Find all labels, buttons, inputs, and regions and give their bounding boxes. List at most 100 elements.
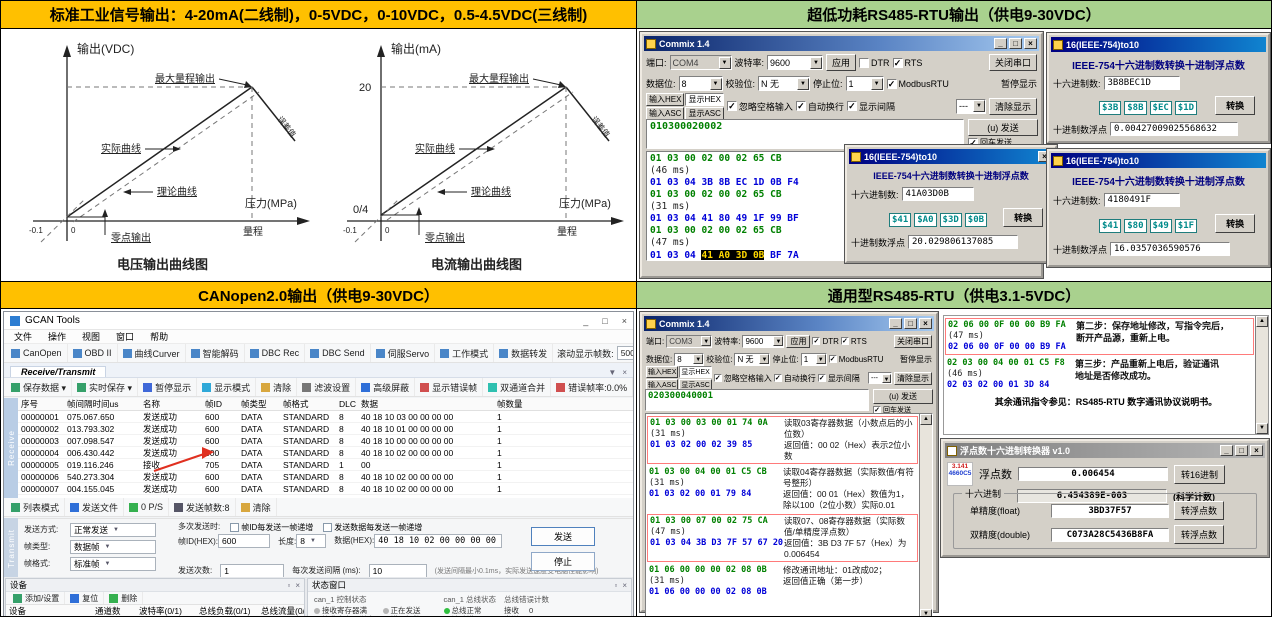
table-row[interactable]: 00000003 007.098.547 发送成功 600 DATA STANDARD 8 4… bbox=[18, 435, 633, 447]
minimize-button[interactable]: _ bbox=[889, 318, 902, 329]
dropdown-icon[interactable]: ▼ bbox=[701, 336, 712, 346]
maximize-button[interactable]: □ bbox=[1009, 38, 1022, 49]
ieee-title-bar[interactable]: 16(IEEE-754)to10 × bbox=[849, 149, 1053, 164]
maximize-button[interactable]: □ bbox=[602, 315, 608, 326]
converter-title-bar[interactable]: 浮点数十六进制转换器 v1.0 _ □ × bbox=[945, 443, 1265, 458]
scroll-up-icon[interactable]: ▲ bbox=[1256, 316, 1268, 327]
table-row[interactable]: 00000004006.430.442发送成功600DATASTANDARD84… bbox=[18, 447, 633, 459]
toolbar-button[interactable]: 发送文件 bbox=[65, 498, 125, 516]
toolbar-button[interactable]: 0 P/S bbox=[124, 498, 170, 516]
input-hex-toggle[interactable]: 输入HEX bbox=[646, 92, 685, 106]
ignore-space-checkbox[interactable]: ✓ 忽略空格输入 bbox=[713, 373, 772, 383]
minimize-button[interactable]: _ bbox=[1220, 445, 1233, 456]
column-header[interactable]: DLC bbox=[339, 399, 357, 409]
send-button[interactable]: (u) 发送 bbox=[968, 119, 1038, 136]
toolbar-button[interactable]: 工作模式 bbox=[435, 344, 495, 362]
apply-button[interactable]: 应用 bbox=[826, 54, 857, 71]
send-button[interactable]: 发送 bbox=[531, 527, 595, 546]
databits-select[interactable]: 8 ▼ bbox=[674, 352, 705, 366]
column-header[interactable]: 帧ID bbox=[205, 399, 223, 409]
show-hex-toggle[interactable]: 显示HEX bbox=[679, 365, 712, 378]
convert-button[interactable]: 转换 bbox=[1003, 208, 1044, 227]
toolbar-button[interactable]: DBC Rec bbox=[245, 344, 306, 362]
apply-button[interactable]: 应用 bbox=[786, 334, 811, 348]
close-port-button[interactable]: 关闭串口 bbox=[988, 54, 1037, 71]
decimal-output[interactable]: 20.029806137085 bbox=[908, 235, 1019, 249]
scroll-down-icon[interactable]: ▼ bbox=[1256, 423, 1268, 434]
dropdown-icon[interactable]: ▼ bbox=[718, 56, 731, 69]
pin-icon[interactable]: ▫ bbox=[287, 580, 291, 590]
column-header[interactable]: 总线负载(0/1) bbox=[199, 605, 251, 616]
double-hex-input[interactable]: C073A28C5436B8FA bbox=[1051, 527, 1169, 542]
scroll-frames-input[interactable]: 5000 bbox=[616, 346, 633, 360]
dropdown-icon[interactable]: ▼ bbox=[773, 336, 784, 346]
dtr-checkbox[interactable]: DTR bbox=[859, 57, 890, 68]
clear-display-button[interactable]: 清除显示 bbox=[988, 97, 1037, 115]
ignore-space-checkbox[interactable]: ✓ 忽略空格输入 bbox=[726, 101, 793, 112]
float-hex-input[interactable]: 3BD37F57 bbox=[1051, 503, 1169, 518]
port-select[interactable]: COM3 ▼ bbox=[666, 334, 713, 348]
tab-menu-icon[interactable]: ▼ bbox=[608, 368, 617, 377]
show-interval-checkbox[interactable]: ✓ 显示间隔 bbox=[817, 373, 860, 383]
toolbar-button[interactable]: 暂停显示 bbox=[138, 378, 198, 396]
toolbar-button[interactable]: 列表模式 bbox=[6, 498, 66, 516]
close-button[interactable]: × bbox=[1250, 445, 1263, 456]
input-hex-toggle[interactable]: 输入HEX bbox=[646, 365, 679, 378]
convert-button[interactable]: 转换 bbox=[1215, 96, 1256, 115]
toolbar-button[interactable]: CanOpen bbox=[6, 344, 68, 362]
tab-close-icon[interactable]: × bbox=[622, 368, 627, 377]
column-header[interactable]: 帧格式 bbox=[283, 399, 309, 409]
dropdown-icon[interactable]: ▼ bbox=[882, 373, 891, 383]
hex-input[interactable]: 41A03D0B bbox=[901, 187, 974, 201]
receive-side-tab[interactable]: Receive bbox=[4, 398, 18, 498]
close-port-button[interactable]: 关闭串口 bbox=[894, 334, 932, 348]
macro-select[interactable]: --- ▼ bbox=[955, 98, 986, 114]
to-float-button[interactable]: 转浮点数 bbox=[1174, 501, 1225, 520]
pin-icon[interactable]: ▫ bbox=[614, 580, 618, 590]
send-times-input[interactable]: 1 bbox=[220, 564, 285, 578]
rts-checkbox[interactable]: ✓ RTS bbox=[840, 336, 867, 346]
steps-scrollbar[interactable]: ▲ ▼ bbox=[1255, 316, 1268, 434]
gcan-title-bar[interactable]: GCAN Tools _ □ × bbox=[4, 312, 633, 330]
receive-area[interactable]: 01 03 00 03 00 01 74 0A (31 ms) 01 03 02… bbox=[645, 413, 933, 616]
dropdown-icon[interactable]: ▼ bbox=[870, 77, 883, 90]
column-header[interactable]: 总线流量(0/1) bbox=[261, 605, 305, 616]
table-row[interactable]: 00000001 075.067.650 发送成功 600 DATA STANDARD 8 4… bbox=[18, 411, 633, 423]
commix-title-bar[interactable]: Commix 1.4 _ □ × bbox=[644, 36, 1039, 51]
minimize-button[interactable]: _ bbox=[583, 315, 589, 326]
menu-item[interactable]: 窗口 bbox=[116, 332, 135, 342]
column-header[interactable]: 通道数 bbox=[95, 605, 121, 616]
pause-display-button[interactable]: 暂停显示 bbox=[1000, 79, 1037, 89]
data-increment-checkbox[interactable]: 发送数据每发送一帧递增 bbox=[323, 522, 422, 533]
toolbar-button[interactable]: 智能解码 bbox=[186, 344, 245, 362]
toolbar-button[interactable]: 曲线Curver bbox=[118, 344, 186, 362]
column-header[interactable]: 波特率(0/1) bbox=[139, 605, 182, 616]
dropdown-icon[interactable]: ▼ bbox=[797, 77, 810, 90]
decimal-output[interactable]: 16.0357036590576 bbox=[1110, 242, 1231, 256]
dropdown-icon[interactable]: ▼ bbox=[759, 354, 770, 364]
dropdown-icon[interactable]: ▼ bbox=[972, 100, 985, 112]
auto-wrap-checkbox[interactable]: ✓ 自动换行 bbox=[795, 101, 844, 112]
id-increment-checkbox[interactable]: 帧ID每发送一帧递增 bbox=[230, 522, 313, 533]
minimize-button[interactable]: _ bbox=[994, 38, 1007, 49]
parity-select[interactable]: N 无 ▼ bbox=[758, 76, 811, 91]
send-button[interactable]: (u) 发送 bbox=[873, 389, 933, 404]
dropdown-icon[interactable]: ▼ bbox=[810, 56, 823, 69]
close-button[interactable]: × bbox=[1024, 38, 1037, 49]
toolbar-button[interactable]: DBC Send bbox=[305, 344, 371, 362]
send-mode-select[interactable]: 正常发送 ▼ bbox=[70, 523, 156, 537]
table-row[interactable]: 00000007 004.155.045 发送成功 600 DATA STANDARD 8 4… bbox=[18, 483, 633, 495]
rts-checkbox[interactable]: ✓ RTS bbox=[892, 57, 923, 68]
data-input[interactable]: 40 18 10 02 00 00 00 00 bbox=[374, 534, 503, 548]
commix-title-bar[interactable]: Commix 1.4 _ □ × bbox=[644, 316, 934, 331]
baud-select[interactable]: 9600 ▼ bbox=[767, 55, 824, 70]
column-header[interactable]: 帧类型 bbox=[241, 399, 267, 409]
hex-input[interactable]: 4180491F bbox=[1103, 193, 1180, 207]
send-gap-input[interactable]: 10 bbox=[368, 564, 427, 578]
convert-button[interactable]: 转换 bbox=[1215, 214, 1256, 233]
column-header[interactable]: 数据 bbox=[361, 399, 379, 409]
databits-select[interactable]: 8 ▼ bbox=[678, 76, 723, 91]
ieee-title-bar[interactable]: 16(IEEE-754)to10 bbox=[1051, 37, 1266, 52]
column-header[interactable]: 设备 bbox=[9, 605, 27, 616]
clear-display-button[interactable]: 清除显示 bbox=[894, 371, 932, 385]
